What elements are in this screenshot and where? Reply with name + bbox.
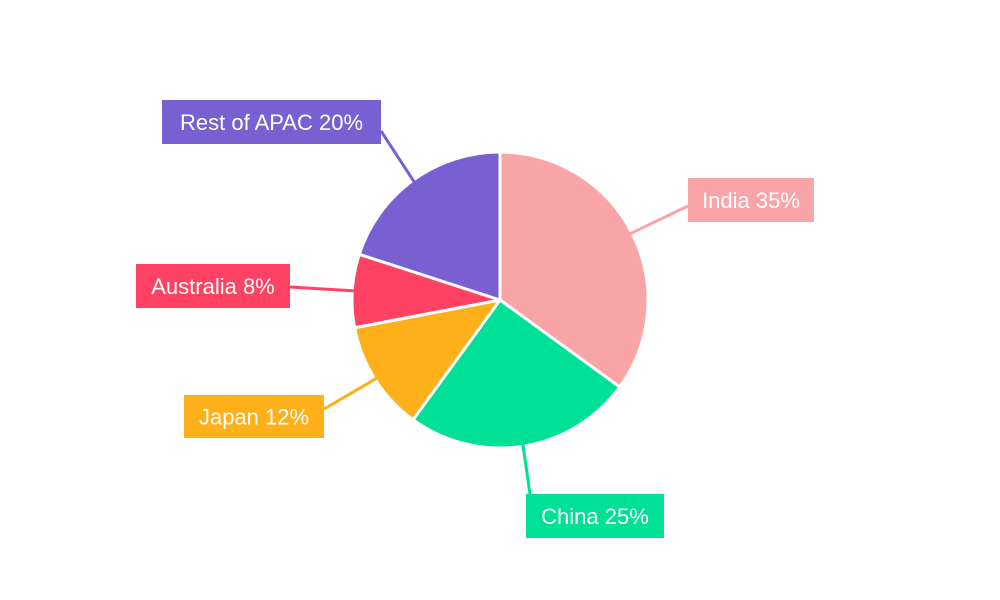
label-leader-lines bbox=[289, 130, 689, 495]
data-label-japan: Japan 12% bbox=[184, 395, 324, 438]
leader-line-china bbox=[521, 443, 532, 495]
data-label-text: India 35% bbox=[702, 188, 800, 213]
slice-labels: India 35% China 25% Japan 12% Australia 8% R… bbox=[136, 100, 814, 538]
data-label-box bbox=[526, 494, 664, 538]
leader-line-india bbox=[629, 204, 689, 236]
leader-line-rest-of-apac bbox=[379, 130, 416, 183]
data-label-text: China 25% bbox=[541, 504, 649, 529]
data-label-text: Japan 12% bbox=[199, 405, 309, 430]
data-label-australia: Australia 8% bbox=[136, 264, 290, 308]
data-label-india: India 35% bbox=[688, 178, 814, 222]
data-label-china: China 25% bbox=[526, 494, 664, 538]
data-label-box bbox=[184, 395, 324, 438]
data-label-rest-of-apac: Rest of APAC 20% bbox=[162, 100, 381, 144]
data-label-box bbox=[688, 178, 814, 222]
data-label-box bbox=[162, 100, 381, 144]
data-label-box bbox=[136, 264, 290, 308]
data-label-text: Australia 8% bbox=[151, 274, 275, 299]
pie-slices bbox=[350, 150, 650, 450]
data-label-text: Rest of APAC 20% bbox=[180, 110, 363, 135]
leader-line-australia bbox=[289, 285, 355, 293]
leader-line-japan bbox=[323, 376, 378, 411]
